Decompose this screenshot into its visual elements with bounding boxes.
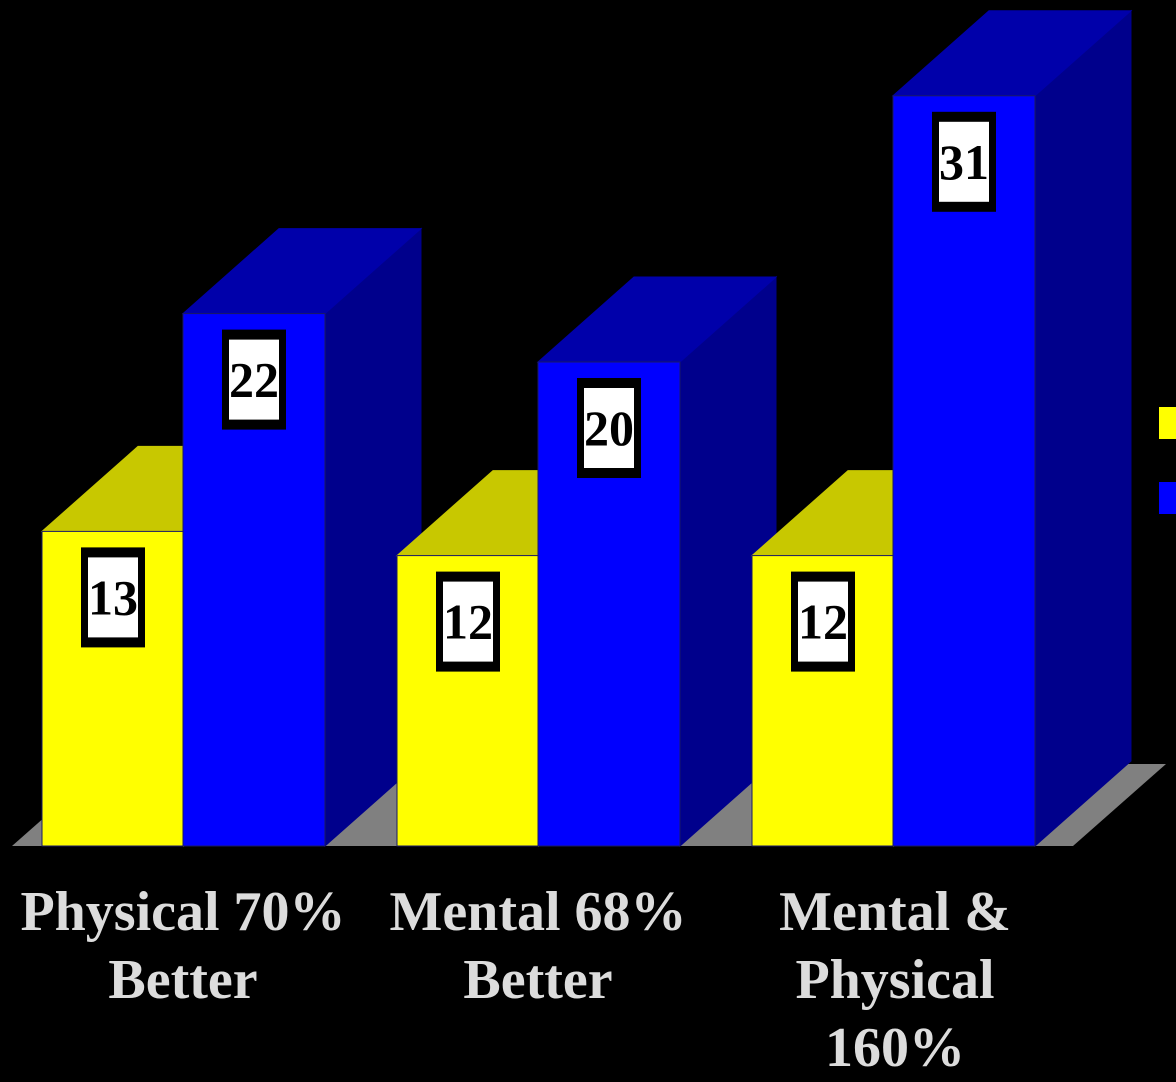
data-label-s1-2: 12 [436, 571, 500, 672]
bar-series2-2 [536, 275, 778, 848]
legend-swatch-1 [1159, 407, 1176, 439]
data-label-text: 31 [939, 134, 989, 190]
data-label-text: 12 [798, 594, 848, 650]
data-label-s2-3: 31 [932, 111, 996, 212]
category-label-2: Mental 68% Better [389, 881, 687, 1011]
legend-swatch-2 [1159, 482, 1176, 514]
data-label-text: 13 [88, 569, 138, 625]
bar-chart: 13 12 12 22 20 31 [12, 9, 1176, 848]
bar-series2-1 [181, 227, 423, 848]
data-label-box [88, 557, 138, 638]
data-label-s2-2: 20 [577, 378, 641, 478]
data-label-s2-1: 22 [222, 329, 286, 430]
bar-front-face [892, 95, 1036, 847]
data-label-box [939, 121, 989, 202]
data-label-box [584, 388, 634, 468]
data-label-s1-1: 13 [81, 547, 145, 648]
category-label-1: Physical 70% Better [20, 881, 346, 1011]
data-label-s1-3: 12 [791, 571, 855, 672]
data-label-box [443, 581, 493, 662]
bar-series2-3 [891, 9, 1133, 848]
data-label-box [229, 339, 279, 420]
data-label-text: 12 [443, 594, 493, 650]
data-label-box [798, 581, 848, 662]
bar-side-face [1034, 9, 1132, 848]
data-label-text: 20 [584, 400, 634, 456]
category-label-3: Mental & Physical 160% [779, 881, 1011, 1079]
data-label-text: 22 [229, 352, 279, 408]
